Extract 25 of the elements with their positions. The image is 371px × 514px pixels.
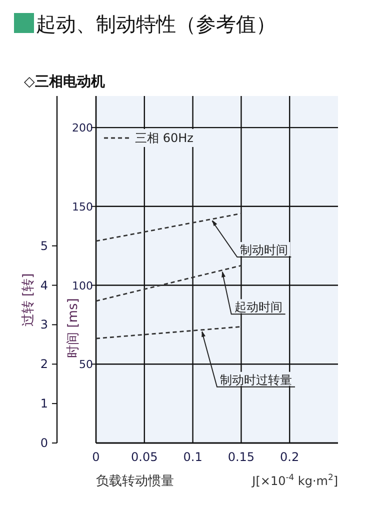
x-tick-label: 0.05 xyxy=(131,450,158,464)
y2-tick-label: 0 xyxy=(40,436,48,450)
y2-tick-label: 3 xyxy=(40,318,48,332)
y2-tick-label: 5 xyxy=(40,238,48,253)
y-axis-title: 时间 [ms] xyxy=(66,298,81,358)
y-tick-label: 200 xyxy=(72,122,93,135)
y-tick-label: 50 xyxy=(79,358,93,372)
text: J[×10$^{-4}$ kg·m$^{2}$] xyxy=(251,472,338,488)
text: 起动时间 xyxy=(234,300,282,314)
x-tick-label: 0.2 xyxy=(280,450,300,464)
chart-title: 起动、制动特性（参考值） xyxy=(36,12,276,36)
text: 制动时间 xyxy=(240,243,288,258)
x-tick-label: 0 xyxy=(92,450,100,464)
x-tick-label: 0.1 xyxy=(183,450,202,464)
legend-title: 三相 60Hz xyxy=(135,131,194,145)
chart-subtitle: ◇三相电动机 xyxy=(24,74,105,90)
y2-tick-label: 2 xyxy=(40,357,48,372)
x-axis-title: 负载转动惯量 xyxy=(96,474,174,489)
y2-tick-label: 4 xyxy=(40,278,48,292)
y-tick-label: 100 xyxy=(72,279,93,292)
x-tick-label: 0.15 xyxy=(228,450,255,464)
y2-tick-label: 1 xyxy=(40,396,48,411)
y-tick-label: 150 xyxy=(72,200,93,214)
text: 制动时过转量 xyxy=(220,372,292,387)
y2-axis-title: 过转 [转] xyxy=(21,273,36,327)
